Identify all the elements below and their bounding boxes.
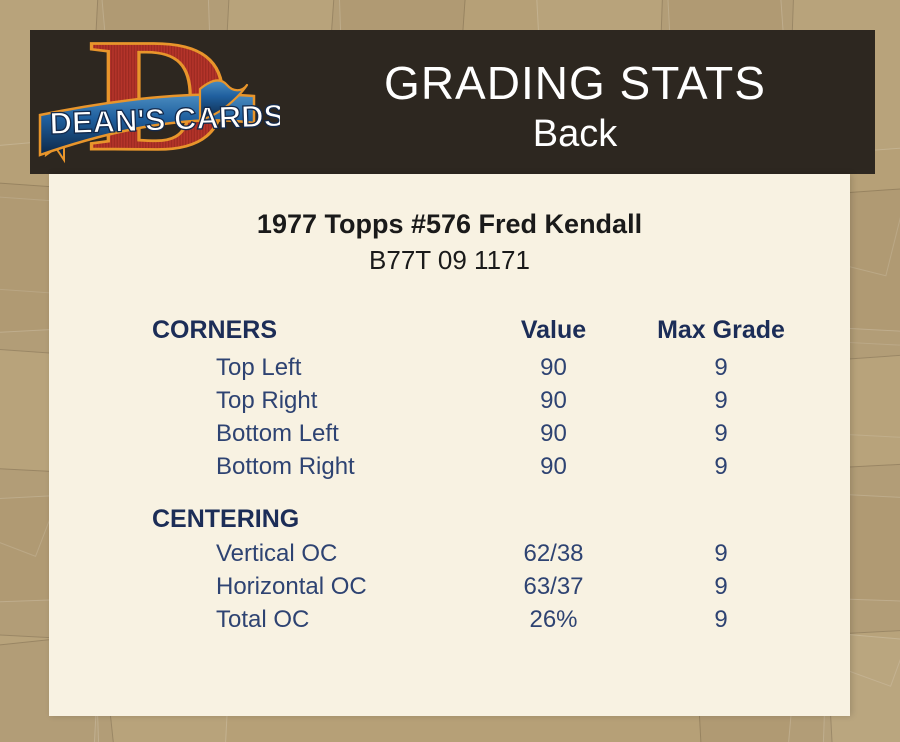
svg-text:DEAN'S CARDS: DEAN'S CARDS [49,98,280,141]
